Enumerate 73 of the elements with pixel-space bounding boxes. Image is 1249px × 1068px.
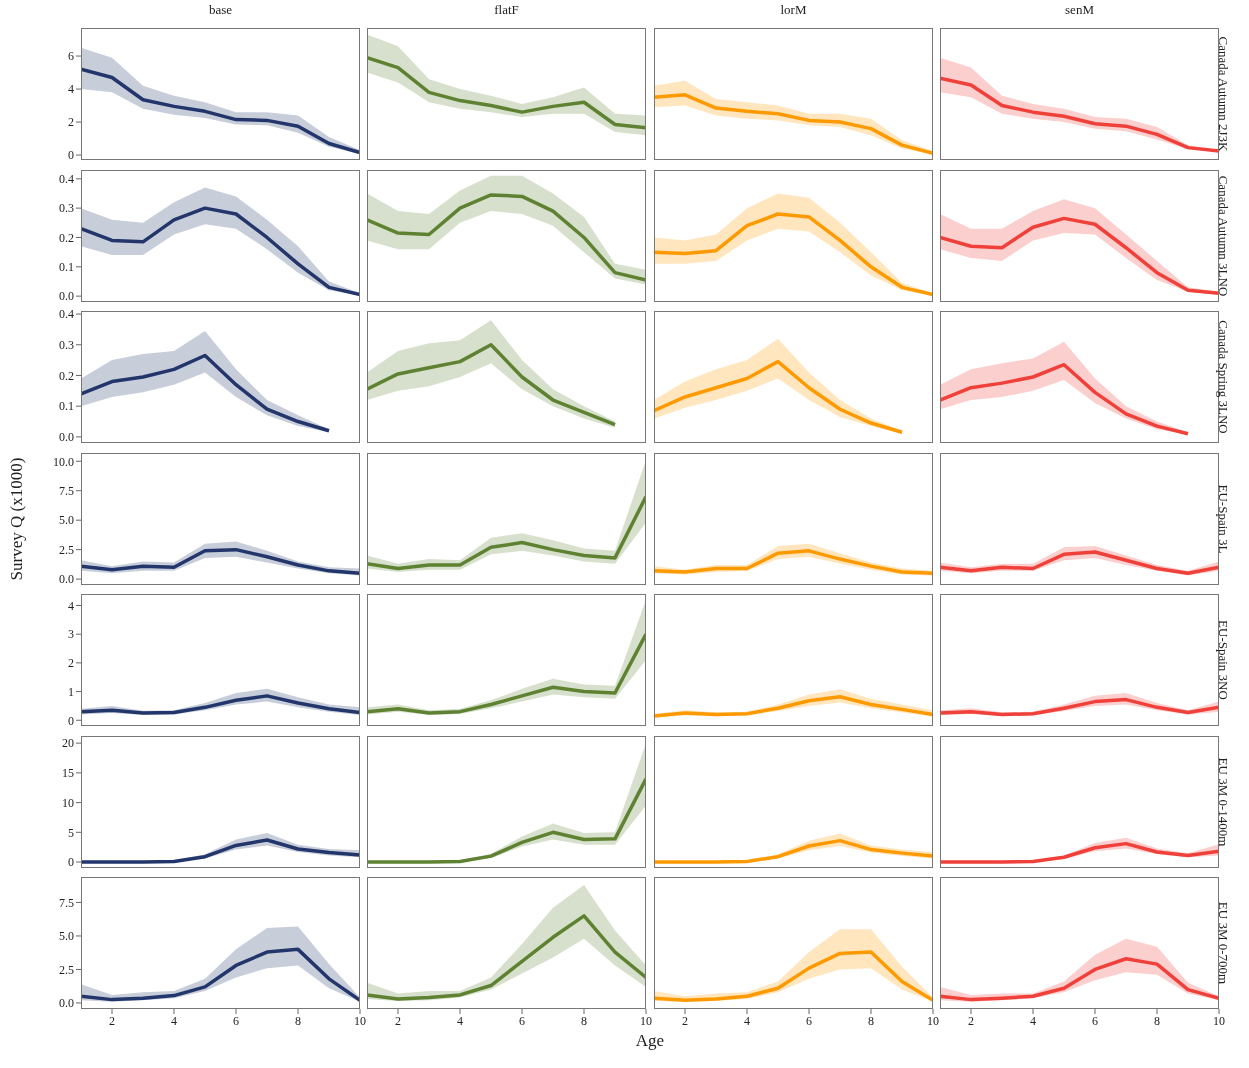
y-tick-label: 0.4 — [59, 307, 74, 322]
annotation: EU 3M 0-700m — [1215, 901, 1231, 985]
y-tick-label: 0.0 — [59, 430, 74, 445]
line-series — [81, 67, 360, 155]
y-tick-label: 0 — [68, 713, 74, 728]
x-tick-label: 10 — [927, 1013, 939, 1028]
y-axis-title: Survey Q (x1000) — [7, 457, 27, 581]
annotation: EU 3M 0-1400m — [1215, 757, 1231, 847]
x-tick-label: 6 — [519, 1013, 525, 1028]
y-tick-label: 6 — [68, 49, 74, 64]
y-tick-label: 0.4 — [59, 172, 74, 187]
y-tick-label: 10 — [62, 795, 74, 810]
line-series — [81, 547, 360, 575]
line-series — [81, 206, 360, 297]
x-tick-label: 4 — [1030, 1013, 1036, 1028]
y-tick-label: 5.0 — [59, 929, 74, 944]
line-series — [81, 694, 360, 715]
x-tick-label: 10 — [1213, 1013, 1225, 1028]
x-tick-label: 8 — [581, 1013, 587, 1028]
x-tick-label: 2 — [968, 1013, 974, 1028]
y-tick-label: 0.0 — [59, 996, 74, 1011]
chart-title: lorM — [779, 2, 808, 18]
x-tick-label: 2 — [109, 1013, 115, 1028]
line-series — [81, 353, 331, 433]
x-tick-label: 2 — [682, 1013, 688, 1028]
x-tick-label: 2 — [395, 1013, 401, 1028]
x-tick-label: 6 — [806, 1013, 812, 1028]
y-tick-label: 0.2 — [59, 230, 74, 245]
x-tick-label: 4 — [171, 1013, 177, 1028]
x-tick-label: 10 — [354, 1013, 366, 1028]
annotation: Canada Autumn 2J3K — [1215, 36, 1231, 152]
y-tick-label: 0.0 — [59, 572, 74, 587]
x-tick-label: 8 — [1154, 1013, 1160, 1028]
x-tick-label: 8 — [295, 1013, 301, 1028]
y-tick-label: 0 — [68, 855, 74, 870]
x-axis-title: Age — [635, 1031, 665, 1051]
y-tick-label: 2.5 — [59, 542, 74, 557]
y-tick-label: 0.1 — [59, 260, 74, 275]
y-tick-label: 2 — [68, 656, 74, 671]
y-tick-label: 1 — [68, 684, 74, 699]
x-tick-label: 10 — [640, 1013, 652, 1028]
x-tick-label: 4 — [457, 1013, 463, 1028]
y-tick-label: 7.5 — [59, 895, 74, 910]
y-tick-label: 10.0 — [53, 454, 74, 469]
y-tick-label: 0.0 — [59, 289, 74, 304]
annotation: EU-Spain 3L — [1215, 484, 1231, 554]
y-tick-label: 0.1 — [59, 399, 74, 414]
line-series — [81, 838, 360, 864]
y-tick-label: 2 — [68, 115, 74, 130]
chart-title: senM — [1064, 2, 1095, 18]
annotation: Canada Autumn 3LNO — [1215, 175, 1231, 297]
y-tick-label: 15 — [62, 766, 74, 781]
y-tick-label: 3 — [68, 627, 74, 642]
y-tick-label: 2.5 — [59, 962, 74, 977]
chart-title: base — [207, 2, 234, 18]
annotation: EU-Spain 3NO — [1215, 620, 1231, 700]
line-series — [81, 947, 360, 1003]
y-tick-label: 7.5 — [59, 483, 74, 498]
annotation: Canada Spring 3LNO — [1215, 320, 1231, 434]
y-tick-label: 0 — [68, 148, 74, 163]
x-tick-label: 4 — [744, 1013, 750, 1028]
y-tick-label: 5 — [68, 825, 74, 840]
y-tick-label: 0.3 — [59, 338, 74, 353]
x-tick-label: 6 — [233, 1013, 239, 1028]
x-tick-label: 6 — [1092, 1013, 1098, 1028]
y-tick-label: 0.3 — [59, 201, 74, 216]
y-tick-label: 4 — [68, 598, 74, 613]
x-tick-label: 8 — [868, 1013, 874, 1028]
y-tick-label: 20 — [62, 736, 74, 751]
y-tick-label: 4 — [68, 82, 74, 97]
y-tick-label: 5.0 — [59, 513, 74, 528]
chart-title: flatF — [493, 2, 520, 18]
y-tick-label: 0.2 — [59, 368, 74, 383]
